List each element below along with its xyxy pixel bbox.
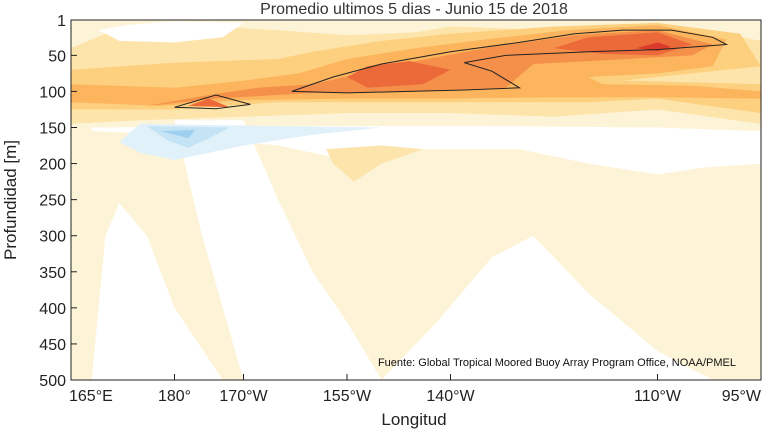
y-tick-label-9: 450	[39, 337, 66, 354]
y-tick-label-10: 500	[39, 373, 66, 390]
y-tick-label-4: 200	[39, 157, 66, 174]
contour-line-0	[291, 29, 729, 94]
x-tick-label-3: 155°W	[323, 388, 372, 405]
region-blue-16	[160, 129, 196, 139]
y-tick-label-1: 50	[48, 48, 66, 65]
plot-area	[71, 20, 761, 380]
region-red-orange-13	[188, 98, 230, 108]
chart-title: Promedio ultimos 5 dias - Junio 15 de 20…	[260, 1, 568, 18]
y-tick-label-0: 1	[57, 13, 66, 30]
x-tick-label-1: 180°	[158, 388, 191, 405]
region-white-1	[91, 203, 223, 380]
x-tick-label-2: 170°W	[219, 388, 268, 405]
source-note: Fuente: Global Tropical Moored Buoy Arra…	[378, 357, 736, 369]
y-tick-label-6: 300	[39, 229, 66, 246]
contour-lines	[174, 29, 729, 110]
contour-line-1	[174, 94, 251, 110]
y-axis-title: Profundidad [m]	[1, 140, 20, 260]
region-white-2	[174, 120, 382, 380]
x-tick-label-6: 95°W	[722, 388, 762, 405]
region-white-6	[98, 21, 244, 43]
x-tick-label-5: 110°W	[634, 388, 682, 405]
region-light-yellow-17	[326, 145, 423, 182]
y-tick-label-3: 150	[39, 120, 66, 137]
y-tick-label-5: 250	[39, 193, 66, 210]
y-tick-label-8: 400	[39, 301, 66, 318]
region-white-3	[381, 235, 713, 380]
y-tick-label-7: 350	[39, 265, 66, 282]
y-tick-label-2: 100	[39, 84, 66, 101]
x-axis-title: Longitud	[381, 410, 446, 429]
region-red-orange-10	[347, 61, 451, 88]
x-tick-label-4: 140°W	[426, 388, 475, 405]
temperature-anomaly-regions	[71, 20, 761, 380]
x-axis: 165°E 180° 170°W 155°W 140°W 110°W 95°W	[69, 374, 762, 405]
x-tick-label-0: 165°E	[69, 388, 113, 405]
